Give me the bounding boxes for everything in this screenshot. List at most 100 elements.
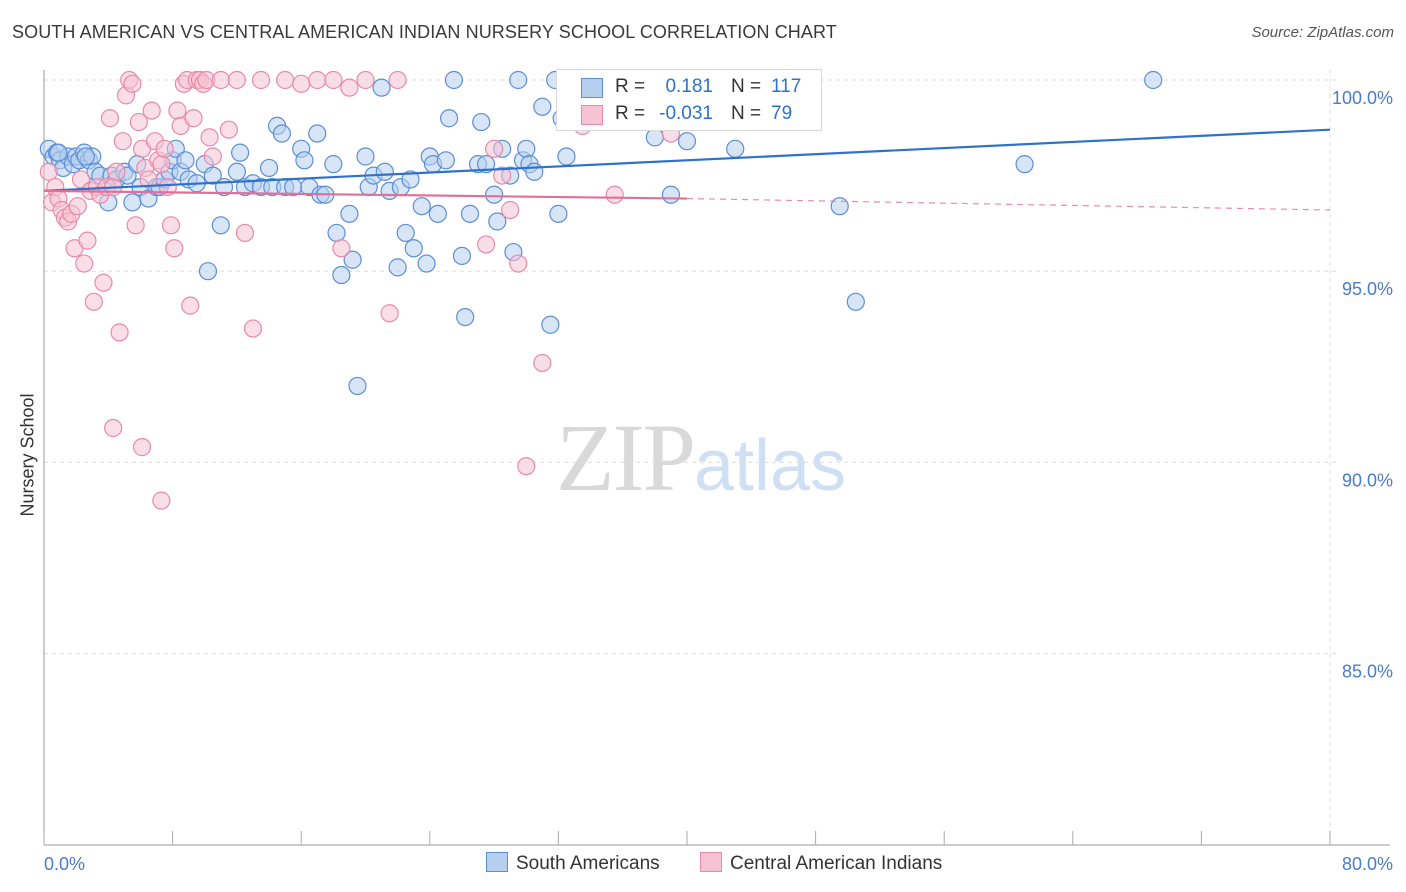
data-point-south-americans (259, 158, 279, 178)
bottom-legend-label: South Americans (516, 853, 660, 874)
data-point-south-americans (509, 70, 528, 90)
data-point-south-americans (436, 151, 455, 170)
data-point-central-american-indians (356, 70, 375, 90)
data-point-south-americans (332, 265, 351, 285)
stats-legend: R = 0.181 N = 117 R = -0.031 N = 79 (556, 69, 822, 131)
data-point-central-american-indians (142, 101, 161, 120)
data-point-central-american-indians (165, 239, 184, 258)
data-point-south-americans (49, 143, 68, 162)
data-point-south-americans (348, 376, 367, 396)
data-point-central-american-indians (200, 128, 219, 147)
data-point-south-americans (541, 315, 560, 334)
data-point-central-american-indians (39, 162, 58, 181)
data-point-central-american-indians (100, 109, 120, 128)
data-point-central-american-indians (509, 254, 528, 273)
data-point-south-americans (677, 132, 697, 151)
data-point-south-americans (176, 151, 195, 170)
y-tick-label: 95.0% (1342, 279, 1393, 299)
data-point-south-americans (340, 204, 359, 223)
data-point-central-american-indians (324, 70, 343, 90)
data-point-south-americans (308, 124, 327, 143)
data-point-central-american-indians (123, 74, 142, 93)
data-point-central-american-indians (605, 185, 624, 204)
data-point-central-american-indians (75, 254, 94, 273)
data-point-central-american-indians (126, 216, 145, 235)
data-point-south-americans (343, 250, 362, 269)
data-point-south-americans (661, 185, 681, 204)
data-point-central-american-indians (235, 223, 255, 243)
data-point-south-americans (485, 185, 504, 204)
data-point-south-americans (396, 223, 415, 243)
data-point-central-american-indians (340, 78, 359, 97)
data-point-south-americans (401, 170, 420, 189)
data-point-central-american-indians (243, 319, 263, 338)
data-point-central-american-indians (184, 109, 203, 128)
watermark-atlas: atlas (694, 426, 847, 506)
data-point-central-american-indians (168, 101, 187, 120)
data-point-south-americans (356, 147, 375, 166)
legend-n-value: 79 (771, 103, 793, 124)
legend-n-label: N = (731, 76, 762, 97)
data-point-central-american-indians (533, 353, 552, 373)
data-point-central-american-indians (104, 418, 123, 438)
bottom-legend-south-americans: South Americans (486, 852, 660, 875)
data-point-south-americans (227, 162, 246, 181)
data-point-south-americans (444, 70, 464, 90)
legend-n-value: 117 (771, 76, 802, 97)
data-point-south-americans (324, 155, 343, 174)
data-point-south-americans (1144, 70, 1163, 90)
data-point-central-american-indians (476, 235, 496, 254)
data-point-central-american-indians (68, 197, 87, 216)
data-point-south-americans (557, 147, 576, 166)
bottom-legend-swatch-blue (486, 852, 508, 872)
legend-r-value: -0.031 (659, 103, 713, 124)
bottom-legend-central-american-indians: Central American Indians (700, 852, 942, 875)
data-point-south-americans (428, 204, 447, 223)
data-point-south-americans (1015, 155, 1034, 174)
data-point-south-americans (452, 246, 472, 266)
data-point-central-american-indians (251, 70, 271, 90)
data-point-south-americans (198, 262, 218, 281)
data-point-south-americans (372, 78, 391, 97)
data-point-south-americans (295, 151, 314, 170)
data-point-central-american-indians (332, 239, 351, 258)
data-point-south-americans (211, 216, 230, 235)
data-point-central-american-indians (211, 70, 230, 90)
watermark-zip: ZIP (556, 404, 696, 511)
data-point-south-americans (272, 124, 292, 143)
data-point-central-american-indians (203, 147, 222, 166)
y-tick-label: 85.0% (1342, 662, 1393, 682)
data-point-south-americans (549, 204, 568, 223)
trend-line-south-americans (43, 128, 1331, 192)
data-point-central-american-indians (493, 166, 512, 185)
chart-title: SOUTH AMERICAN VS CENTRAL AMERICAN INDIA… (12, 22, 837, 42)
data-point-south-americans (203, 166, 222, 185)
data-point-south-americans (439, 109, 459, 128)
data-point-south-americans (488, 212, 507, 231)
bottom-legend-swatch-pink (700, 852, 722, 872)
data-point-south-americans (476, 155, 496, 174)
y-tick-label: 100.0% (1332, 88, 1393, 108)
y-tick-label: 90.0% (1342, 470, 1393, 490)
data-point-central-american-indians (84, 292, 103, 311)
data-point-central-american-indians (485, 139, 504, 158)
data-point-south-americans (412, 197, 431, 216)
trend-line-central-american-indians (43, 189, 688, 200)
data-point-south-americans (123, 193, 142, 212)
data-point-south-americans (375, 162, 394, 181)
source-label: Source: ZipAtlas.com (1251, 24, 1394, 41)
data-point-central-american-indians (78, 231, 97, 250)
data-point-central-american-indians (181, 296, 200, 315)
data-point-central-american-indians (292, 74, 311, 93)
trend-line-central-american-indians-extension (686, 197, 1331, 211)
data-point-central-american-indians (152, 155, 171, 174)
data-point-central-american-indians (308, 70, 327, 90)
data-point-south-americans (645, 128, 664, 147)
legend-row-south-americans: R = 0.181 N = 117 (557, 74, 821, 100)
data-point-south-americans (533, 97, 552, 116)
data-point-central-american-indians (161, 216, 181, 235)
data-point-central-american-indians (276, 70, 295, 90)
data-point-central-american-indians (129, 112, 148, 132)
data-point-south-americans (830, 197, 849, 216)
